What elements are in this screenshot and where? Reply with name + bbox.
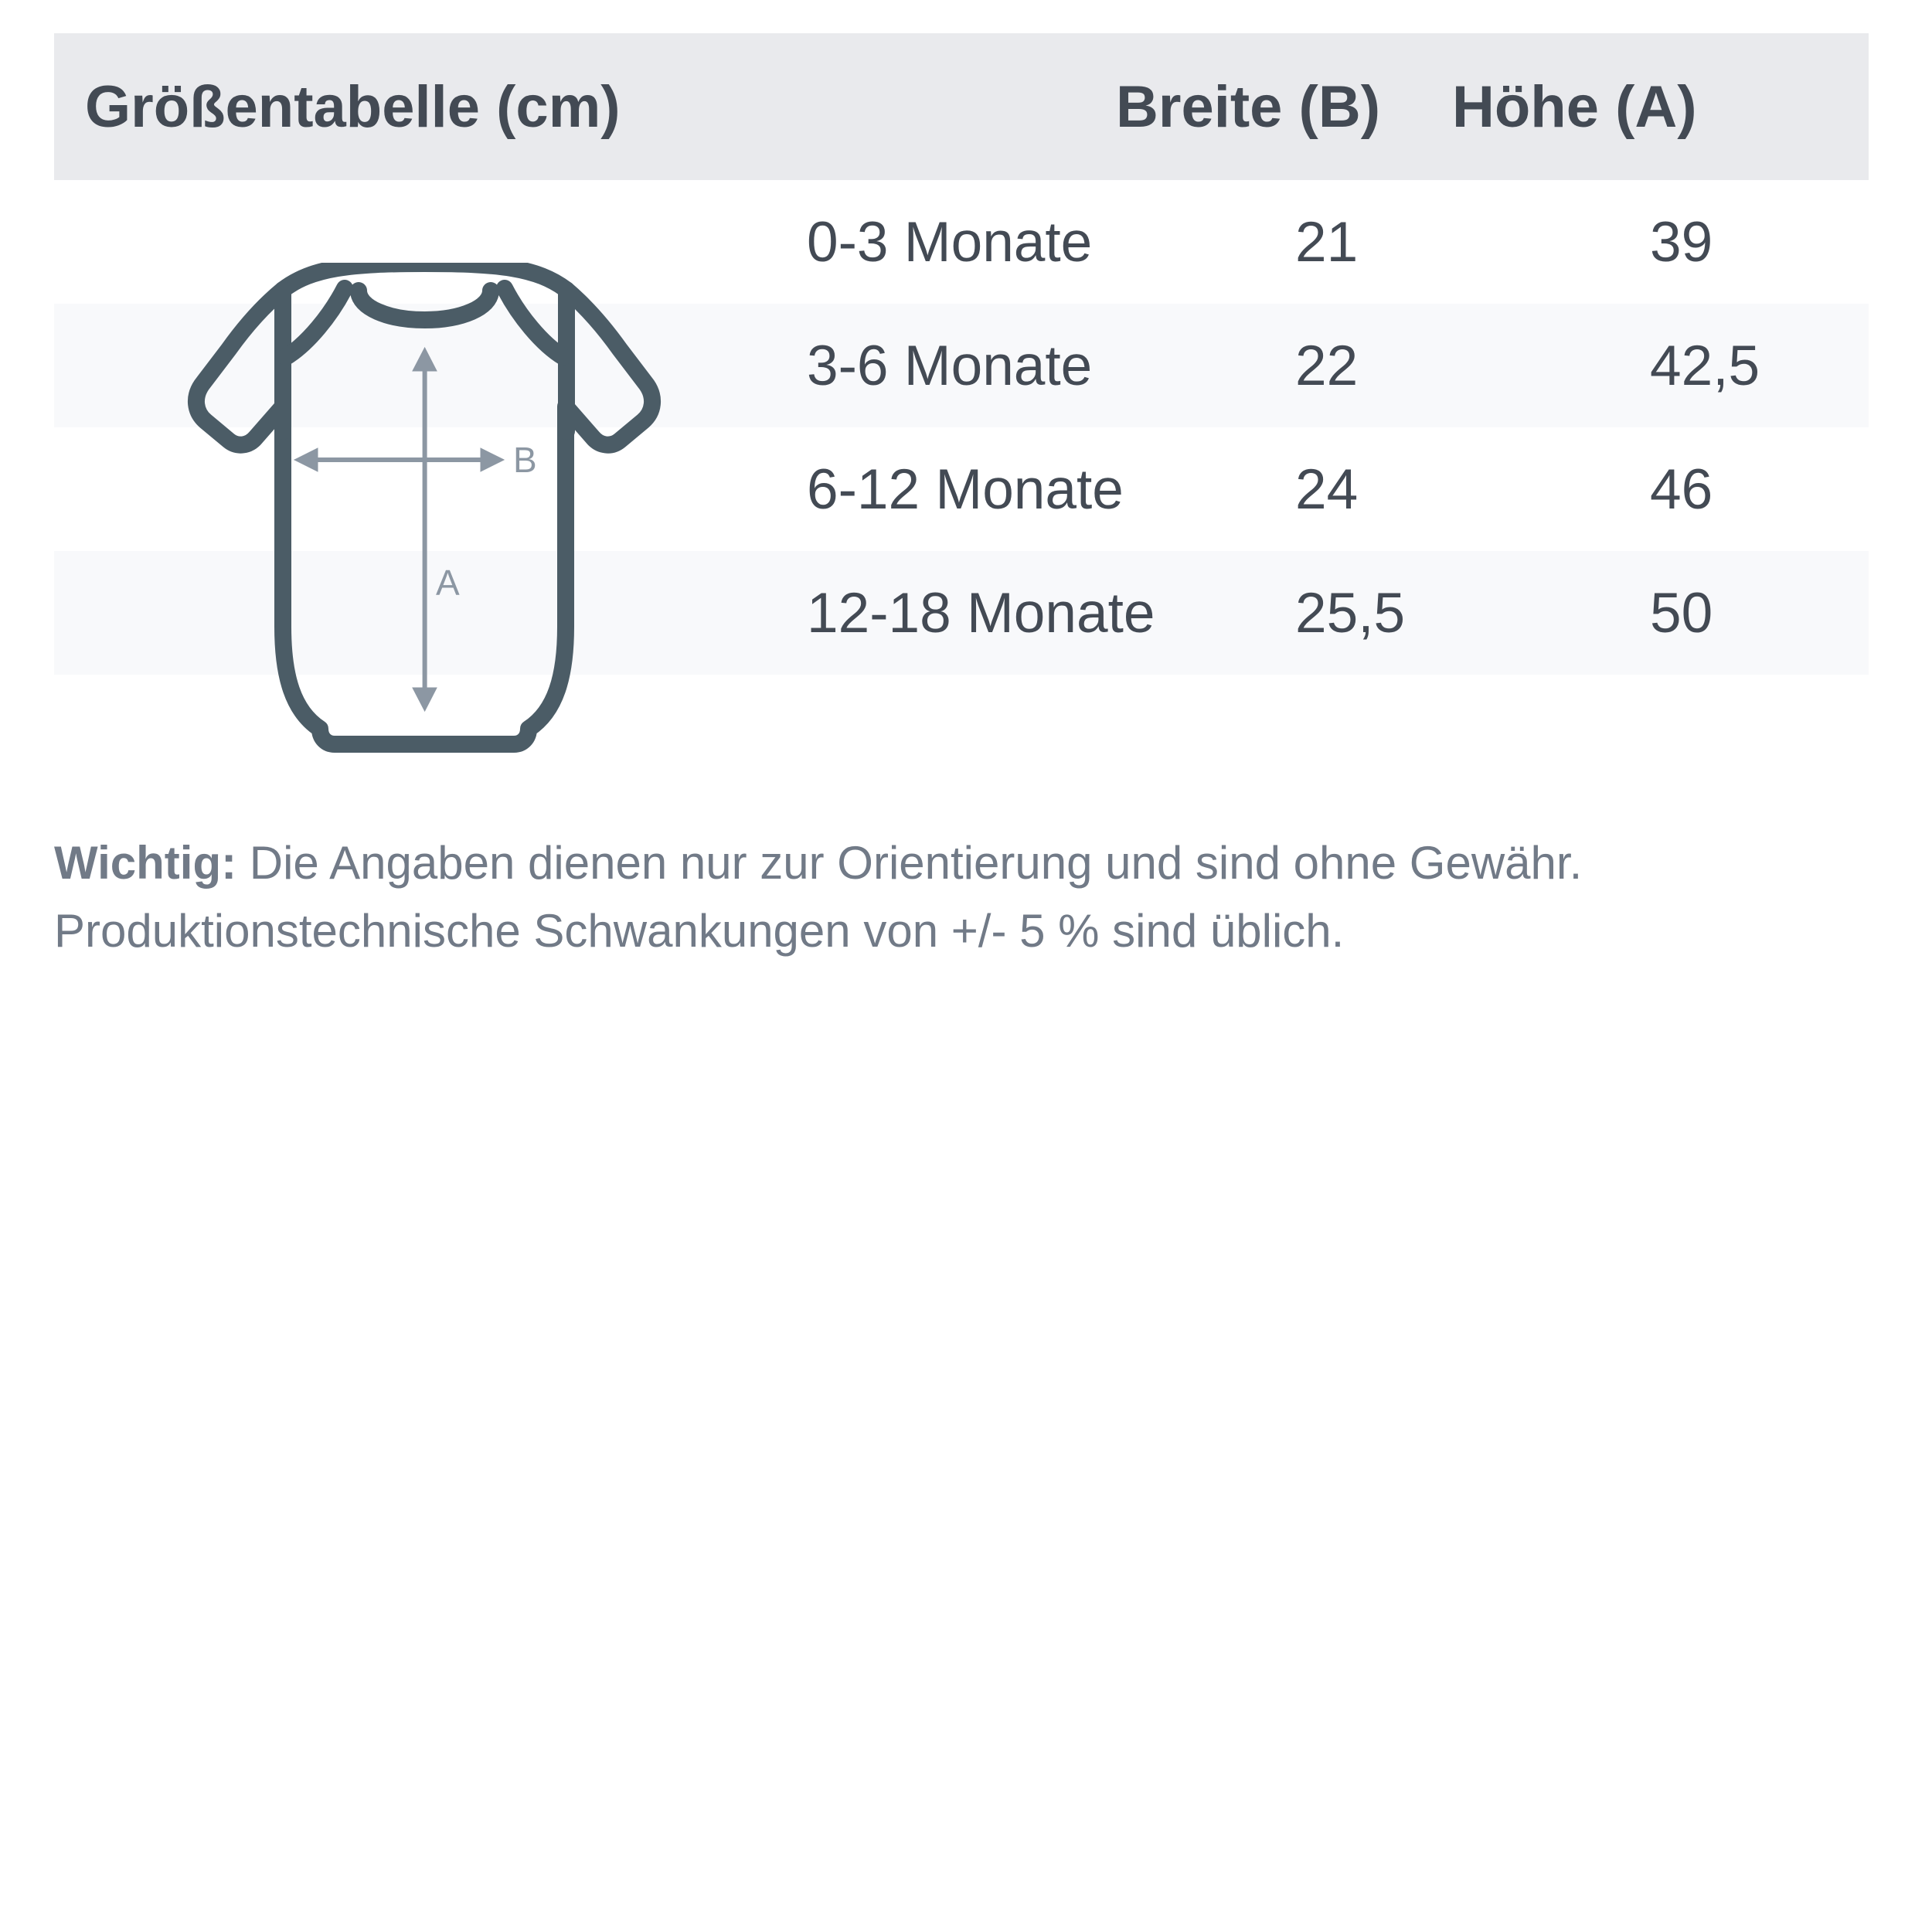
svg-text:B: B (513, 440, 537, 480)
svg-text:A: A (436, 563, 460, 603)
